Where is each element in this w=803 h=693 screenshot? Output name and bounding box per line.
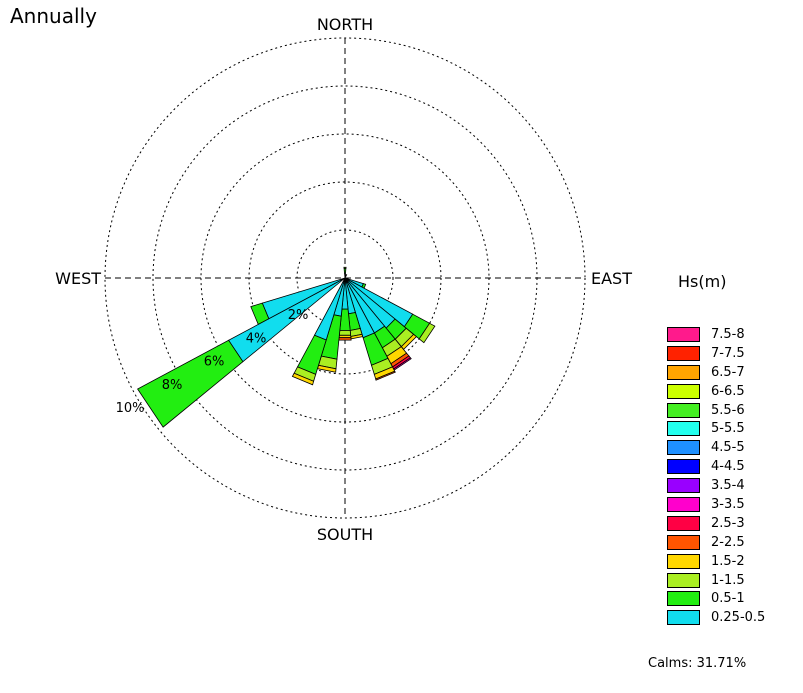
legend-swatch <box>667 610 700 626</box>
west-label: WEST <box>55 269 101 288</box>
legend: 7.5-8 7-7.5 6.5-7 6-6.5 5.5-6 5-5.5 4.5-5 4-4.5… <box>667 325 765 627</box>
legend-item: 0.5-1 <box>667 589 765 608</box>
radial-tick-label: 6% <box>204 355 225 370</box>
legend-item: 2-2.5 <box>667 533 765 552</box>
rose-bar-segment <box>418 322 436 344</box>
legend-swatch <box>667 591 700 607</box>
legend-item: 0.25-0.5 <box>667 608 765 627</box>
legend-swatch <box>667 402 700 418</box>
legend-swatch <box>667 534 700 550</box>
legend-label: 3.5-4 <box>711 478 745 494</box>
chart-title: Annually <box>10 4 97 28</box>
north-label: NORTH <box>317 15 373 34</box>
legend-item: 7.5-8 <box>667 325 765 344</box>
rose-bar-segment <box>338 330 352 336</box>
legend-swatch <box>667 383 700 399</box>
legend-item: 4-4.5 <box>667 457 765 476</box>
legend-item: 5-5.5 <box>667 419 765 438</box>
legend-label: 7-7.5 <box>711 345 745 361</box>
legend-label: 2-2.5 <box>711 534 745 550</box>
legend-swatch <box>667 478 700 494</box>
legend-label: 5.5-6 <box>711 402 745 418</box>
legend-item: 3-3.5 <box>667 495 765 514</box>
legend-label: 5-5.5 <box>711 421 745 437</box>
legend-swatch <box>667 572 700 588</box>
radial-tick-label: 4% <box>246 331 267 346</box>
radial-tick-label: 2% <box>288 308 309 323</box>
legend-label: 3-3.5 <box>711 496 745 512</box>
legend-label: 4.5-5 <box>711 440 745 456</box>
legend-item: 6.5-7 <box>667 363 765 382</box>
legend-label: 2.5-3 <box>711 515 745 531</box>
direction-bars <box>137 266 436 428</box>
legend-swatch <box>667 326 700 342</box>
legend-item: 2.5-3 <box>667 514 765 533</box>
legend-swatch <box>667 440 700 456</box>
rose-bar-segment <box>338 337 352 341</box>
radial-tick-label: 8% <box>162 378 183 393</box>
legend-swatch <box>667 459 700 475</box>
south-label: SOUTH <box>317 525 373 544</box>
legend-item: 1-1.5 <box>667 571 765 590</box>
legend-swatch <box>667 553 700 569</box>
legend-swatch <box>667 364 700 380</box>
legend-swatch <box>667 345 700 361</box>
radial-tick-label: 10% <box>116 401 145 416</box>
calms-text: Calms: 31.71% <box>648 656 747 671</box>
rose-bar-segment <box>250 302 270 325</box>
legend-swatch <box>667 515 700 531</box>
legend-label: 1-1.5 <box>711 572 745 588</box>
legend-item: 7-7.5 <box>667 344 765 363</box>
legend-item: 5.5-6 <box>667 401 765 420</box>
legend-title: Hs(m) <box>678 272 727 291</box>
rose-bar-segment <box>137 339 244 428</box>
east-label: EAST <box>591 269 632 288</box>
legend-swatch <box>667 496 700 512</box>
legend-item: 6-6.5 <box>667 382 765 401</box>
legend-label: 0.5-1 <box>711 591 745 607</box>
legend-label: 7.5-8 <box>711 326 745 342</box>
legend-label: 4-4.5 <box>711 459 745 475</box>
legend-label: 0.25-0.5 <box>711 610 766 626</box>
rose-bar-segment <box>343 267 347 274</box>
legend-swatch <box>667 421 700 437</box>
legend-label: 6-6.5 <box>711 383 745 399</box>
legend-item: 3.5-4 <box>667 476 765 495</box>
rose-bar-segment <box>343 266 347 269</box>
legend-item: 4.5-5 <box>667 438 765 457</box>
legend-label: 6.5-7 <box>711 364 745 380</box>
rose-bar-segment <box>345 274 348 277</box>
rose-bar-segment <box>375 370 396 381</box>
radial-tick-labels: 2% 4% 6% 8% 10% <box>116 308 309 416</box>
rose-bar-segment <box>291 372 315 386</box>
legend-item: 1.5-2 <box>667 552 765 571</box>
legend-label: 1.5-2 <box>711 553 745 569</box>
